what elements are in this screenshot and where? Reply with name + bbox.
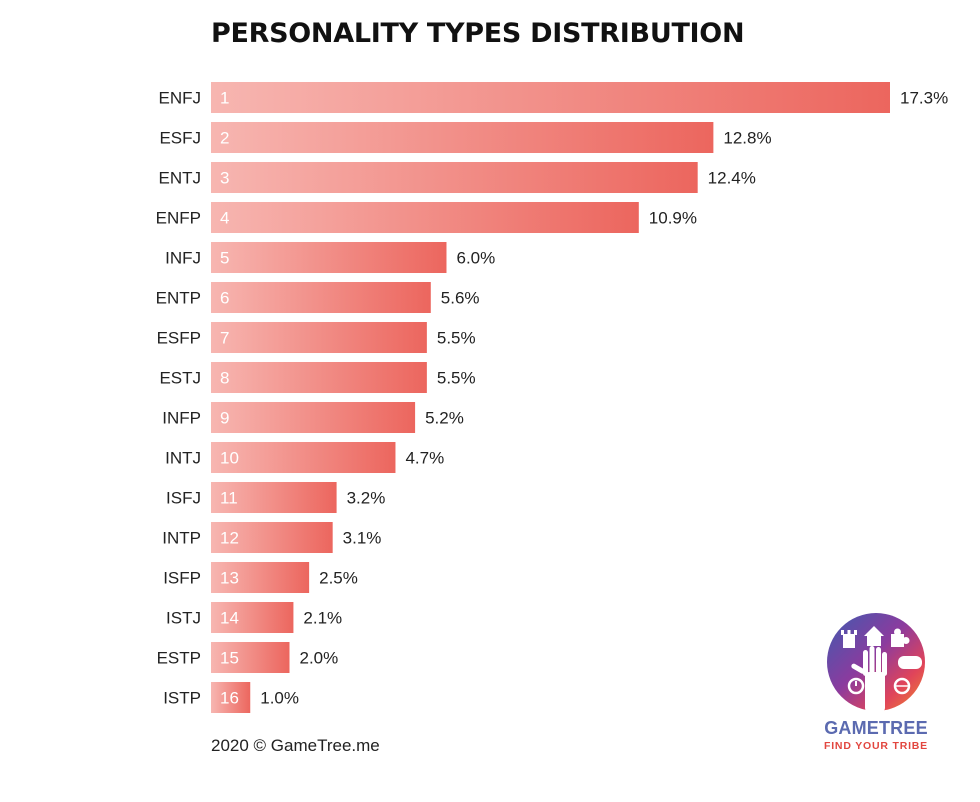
category-label: INTP	[162, 529, 201, 548]
basketball-icon	[893, 677, 911, 695]
category-label: ESTJ	[159, 369, 201, 388]
rank-label: 3	[220, 169, 229, 188]
hand-icon	[851, 646, 887, 712]
category-label: ESFJ	[159, 129, 201, 148]
rank-label: 15	[220, 649, 239, 668]
rank-label: 5	[220, 249, 229, 268]
rank-label: 6	[220, 289, 229, 308]
bar	[211, 82, 890, 113]
value-label: 5.5%	[437, 369, 476, 388]
value-label: 2.5%	[319, 569, 358, 588]
rank-label: 13	[220, 569, 239, 588]
rank-label: 11	[220, 489, 238, 508]
category-label: ENTP	[156, 289, 201, 308]
category-label: INTJ	[165, 449, 201, 468]
rook-icon	[841, 630, 857, 648]
gametree-logo[interactable]: GAMETREE FIND YOUR TRIBE	[818, 612, 934, 756]
logo-tagline: FIND YOUR TRIBE	[824, 740, 928, 752]
bar	[211, 202, 639, 233]
value-label: 2.0%	[299, 649, 338, 668]
category-label: ENFJ	[159, 89, 202, 108]
rank-label: 10	[220, 449, 239, 468]
bar	[211, 442, 396, 473]
value-label: 17.3%	[900, 89, 948, 108]
bar	[211, 162, 698, 193]
value-label: 3.1%	[343, 529, 382, 548]
bar	[211, 362, 427, 393]
category-label: INFJ	[165, 249, 201, 268]
category-label: ISFP	[163, 569, 201, 588]
logo-name: GAMETREE	[824, 718, 928, 738]
rank-label: 8	[220, 369, 229, 388]
rank-label: 1	[220, 89, 229, 108]
category-label: ENTJ	[159, 169, 202, 188]
bar	[211, 402, 416, 433]
bar	[211, 482, 337, 513]
gamepad-icon	[898, 656, 922, 669]
bar	[211, 522, 333, 553]
value-label: 10.9%	[649, 209, 697, 228]
rank-label: 9	[220, 409, 229, 428]
category-label: ESTP	[157, 649, 201, 668]
house-icon	[864, 626, 884, 646]
category-label: ISTJ	[166, 609, 201, 628]
bar	[211, 122, 714, 153]
value-label: 2.1%	[303, 609, 342, 628]
logo-emblem	[827, 613, 925, 712]
bar	[211, 242, 447, 273]
category-label: ISTP	[163, 689, 201, 708]
value-label: 12.4%	[708, 169, 756, 188]
rank-label: 7	[220, 329, 229, 348]
stopwatch-icon	[847, 677, 865, 695]
value-label: 5.5%	[437, 329, 476, 348]
value-label: 5.2%	[425, 409, 464, 428]
rank-label: 2	[220, 129, 229, 148]
value-label: 4.7%	[405, 449, 444, 468]
bar	[211, 682, 251, 713]
value-label: 12.8%	[723, 129, 771, 148]
value-label: 1.0%	[260, 689, 299, 708]
bar	[211, 322, 427, 353]
puzzle-icon	[891, 628, 910, 647]
bar	[211, 282, 431, 313]
category-label: INFP	[162, 409, 201, 428]
rank-label: 12	[220, 529, 239, 548]
category-label: ISFJ	[166, 489, 201, 508]
bar	[211, 642, 290, 673]
value-label: 3.2%	[347, 489, 386, 508]
bar	[211, 602, 294, 633]
value-label: 6.0%	[456, 249, 495, 268]
category-label: ESFP	[157, 329, 201, 348]
category-label: ENFP	[156, 209, 201, 228]
rank-label: 14	[220, 609, 239, 628]
rank-label: 4	[220, 209, 229, 228]
value-label: 5.6%	[441, 289, 480, 308]
footer-copyright: 2020 © GameTree.me	[211, 736, 380, 755]
rank-label: 16	[220, 689, 239, 708]
bar	[211, 562, 310, 593]
bar-chart: ENFJ 1 17.3% ESFJ 2 12.8% ENTJ 3 12.4% ENFP 4 10.9%…	[156, 82, 948, 713]
chart-title: PERSONALITY TYPES DISTRIBUTION	[211, 18, 745, 49]
